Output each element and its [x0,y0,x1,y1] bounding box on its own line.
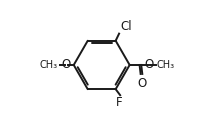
Text: CH₃: CH₃ [40,60,58,70]
Text: O: O [138,77,147,90]
Text: F: F [116,96,123,109]
Text: CH₃: CH₃ [157,60,175,70]
Text: O: O [144,58,154,72]
Text: Cl: Cl [120,20,132,33]
Text: O: O [62,58,71,72]
